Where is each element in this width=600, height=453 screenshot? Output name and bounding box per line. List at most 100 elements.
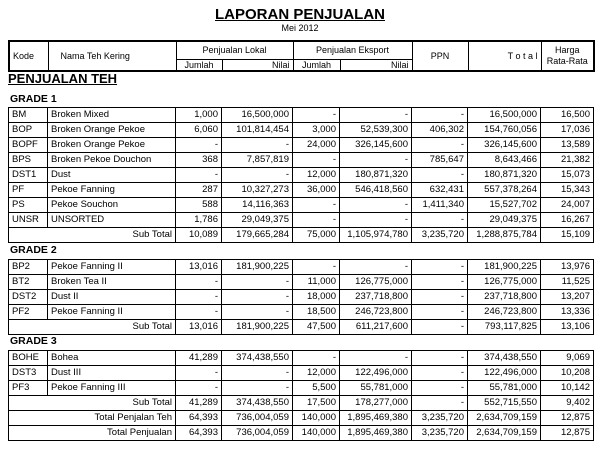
cell-eksport-jumlah: 5,500	[292, 380, 340, 396]
header-total: T o t a l	[467, 40, 542, 72]
cell-lokal-jumlah: -	[175, 365, 222, 381]
cell-lokal-nilai: -	[221, 167, 293, 183]
table-row: BOPF Broken Orange Pekoe - -24,000 326,145,6…	[8, 137, 594, 153]
header-harga-line2: Rata-Rata	[546, 56, 588, 66]
table-row: DST2 Dust II - -18,000 237,718,800-237,718,8…	[8, 289, 594, 305]
cell-ppn: -	[411, 380, 468, 396]
cell-eksport-jumlah: -	[292, 212, 340, 228]
cell-nama: Pekoe Fanning	[47, 182, 176, 198]
cell-eksport-jumlah: -	[292, 197, 340, 213]
header-penjualan-eksport: Penjualan Eksport	[292, 40, 413, 60]
cell-lokal-jumlah: 6,060	[175, 122, 222, 138]
cell-total: 552,715,550	[467, 395, 541, 411]
cell-lokal-jumlah: 287	[175, 182, 222, 198]
cell-harga-rata-rata: 13,207	[540, 289, 594, 305]
header-harga-line1: Harga	[555, 45, 580, 55]
cell-eksport-nilai: -	[339, 259, 412, 275]
cell-nama: Pekoe Souchon	[47, 197, 176, 213]
cell-harga-rata-rata: 13,106	[540, 319, 594, 335]
cell-lokal-nilai: 101,814,454	[221, 122, 293, 138]
table-row: PF Pekoe Fanning 287 10,327,273 36,000 546,41…	[8, 182, 594, 198]
cell-lokal-nilai: 29,049,375	[221, 212, 293, 228]
cell-total: 15,527,702	[467, 197, 541, 213]
cell-eksport-jumlah: -	[292, 152, 340, 168]
cell-harga-rata-rata: 12,875	[540, 425, 594, 441]
cell-total: 154,760,056	[467, 122, 541, 138]
cell-total: 374,438,550	[467, 350, 541, 366]
subtotal-label: Sub Total	[8, 227, 176, 243]
cell-total: 180,871,320	[467, 167, 541, 183]
header-eksport-jumlah: Jumlah	[292, 59, 341, 72]
cell-eksport-jumlah: 18,000	[292, 289, 340, 305]
table-row: BM Broken Mixed 1,000 16,500,000- - -16,500,0…	[8, 107, 594, 123]
section-title: PENJUALAN TEH	[8, 71, 118, 86]
cell-ppn: -	[411, 395, 468, 411]
subtotal-row: Sub Total 41,289 374,438,550 17,500 178,277,…	[8, 395, 594, 411]
cell-lokal-jumlah: 10,089	[175, 227, 222, 243]
cell-lokal-nilai: -	[221, 365, 293, 381]
grade-1-table: BM Broken Mixed 1,000 16,500,000- - -16,500,0…	[8, 107, 594, 243]
table-row: BOP Broken Orange Pekoe 6,060 101,814,454 3,…	[8, 122, 594, 138]
cell-total: 8,643,466	[467, 152, 541, 168]
cell-lokal-nilai: 14,116,363	[221, 197, 293, 213]
cell-total: 29,049,375	[467, 212, 541, 228]
cell-harga-rata-rata: 15,073	[540, 167, 594, 183]
table-row: UNSR UNSORTED 1,786 29,049,375- - -29,049,375…	[8, 212, 594, 228]
subtotal-row: Total Penjalan Teh 64,393 736,004,059 140,0…	[8, 410, 594, 426]
cell-total: 237,718,800	[467, 289, 541, 305]
header-ppn: PPN	[411, 40, 469, 72]
cell-total: 557,378,264	[467, 182, 541, 198]
cell-eksport-nilai: -	[339, 152, 412, 168]
cell-eksport-jumlah: -	[292, 259, 340, 275]
cell-eksport-nilai: 55,781,000	[339, 380, 412, 396]
cell-harga-rata-rata: 13,336	[540, 304, 594, 320]
subtotal-row: Sub Total 10,089 179,665,284 75,000 1,105,97…	[8, 227, 594, 243]
cell-lokal-nilai: 181,900,225	[221, 259, 293, 275]
cell-kode: BP2	[8, 259, 48, 275]
cell-nama: Dust	[47, 167, 176, 183]
cell-ppn: -	[411, 107, 468, 123]
cell-eksport-jumlah: 47,500	[292, 319, 340, 335]
cell-eksport-jumlah: -	[292, 107, 340, 123]
cell-harga-rata-rata: 13,589	[540, 137, 594, 153]
header-eksport-nilai: Nilai	[339, 59, 413, 72]
cell-eksport-nilai: 122,496,000	[339, 365, 412, 381]
cell-harga-rata-rata: 9,069	[540, 350, 594, 366]
cell-total: 16,500,000	[467, 107, 541, 123]
column-header-table: Kode Nama Teh Kering Penjualan Lokal Pen…	[8, 40, 596, 72]
cell-eksport-nilai: 1,895,469,380	[339, 425, 412, 441]
subtotal-label: Total Penjalan Teh	[8, 410, 176, 426]
cell-harga-rata-rata: 12,875	[540, 410, 594, 426]
cell-eksport-nilai: -	[339, 107, 412, 123]
cell-harga-rata-rata: 11,525	[540, 274, 594, 290]
cell-eksport-jumlah: -	[292, 350, 340, 366]
subtotal-row: Total Penjualan 64,393 736,004,059 140,000 1…	[8, 425, 594, 441]
header-lokal-jumlah: Jumlah	[175, 59, 223, 72]
cell-eksport-nilai: 546,418,560	[339, 182, 412, 198]
cell-harga-rata-rata: 10,142	[540, 380, 594, 396]
cell-ppn: 3,235,720	[411, 410, 468, 426]
table-row: PF3 Pekoe Fanning III - -5,500 55,781,000-55…	[8, 380, 594, 396]
cell-total: 126,775,000	[467, 274, 541, 290]
cell-kode: PS	[8, 197, 48, 213]
grade-3-table: BOHE Bohea 41,289 374,438,550- - -374,438,550…	[8, 350, 594, 441]
table-row: BPS Broken Pekoe Douchon 368 7,857,819- -785…	[8, 152, 594, 168]
cell-nama: Broken Pekoe Douchon	[47, 152, 176, 168]
header-penjualan-lokal: Penjualan Lokal	[175, 40, 294, 60]
cell-eksport-nilai: 246,723,800	[339, 304, 412, 320]
cell-ppn: -	[411, 289, 468, 305]
cell-lokal-jumlah: 1,786	[175, 212, 222, 228]
cell-lokal-nilai: 7,857,819	[221, 152, 293, 168]
cell-lokal-jumlah: -	[175, 274, 222, 290]
cell-total: 122,496,000	[467, 365, 541, 381]
report-title-text: LAPORAN PENJUALAN	[214, 6, 385, 23]
cell-eksport-jumlah: 140,000	[292, 410, 340, 426]
subtotal-label: Sub Total	[8, 395, 176, 411]
cell-harga-rata-rata: 15,343	[540, 182, 594, 198]
cell-ppn: -	[411, 259, 468, 275]
cell-lokal-nilai: 181,900,225	[221, 319, 293, 335]
cell-kode: DST2	[8, 289, 48, 305]
table-row: BOHE Bohea 41,289 374,438,550- - -374,438,550…	[8, 350, 594, 366]
cell-eksport-jumlah: 12,000	[292, 167, 340, 183]
cell-nama: Dust III	[47, 365, 176, 381]
